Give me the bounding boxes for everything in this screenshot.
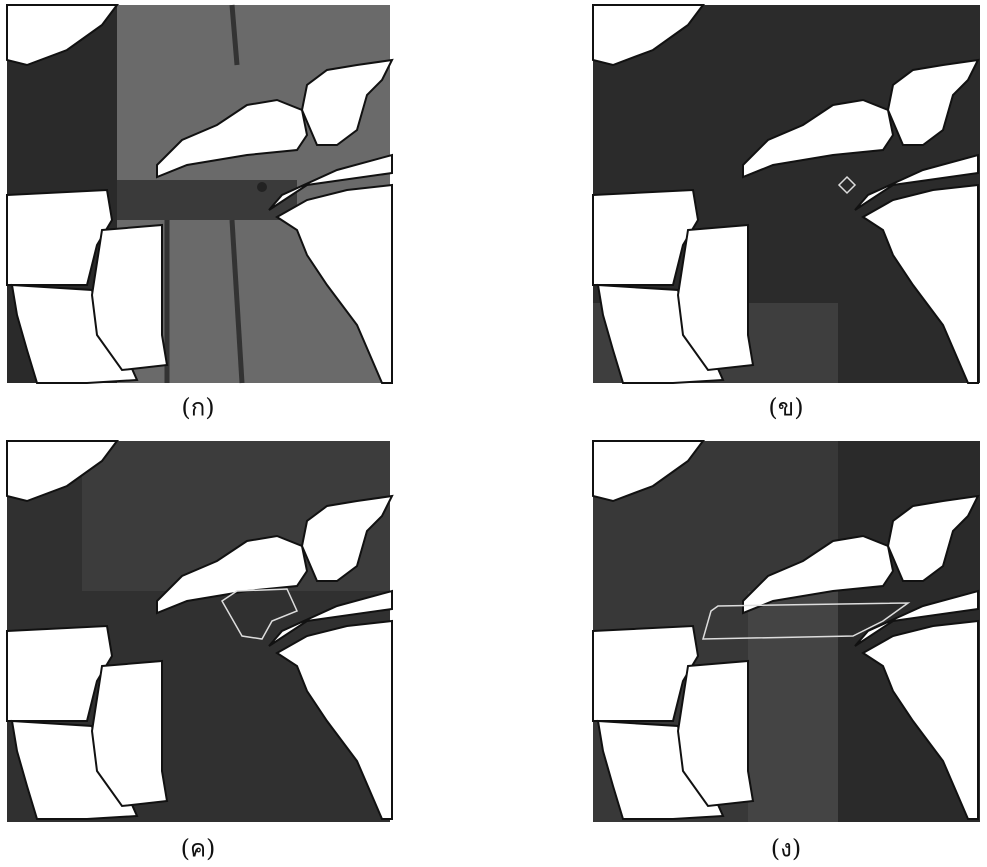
panel-label: (ก) [181,394,214,422]
figure: (ก) (ข) (ค) (ง) [0,0,987,867]
panel-d [593,441,980,822]
panel-label: (ค) [181,835,216,863]
panel-a [7,5,392,383]
panel-b [593,5,980,383]
panel-label: (ง) [771,835,801,863]
panel-label: (ข) [768,394,803,422]
panel-c [7,441,392,822]
